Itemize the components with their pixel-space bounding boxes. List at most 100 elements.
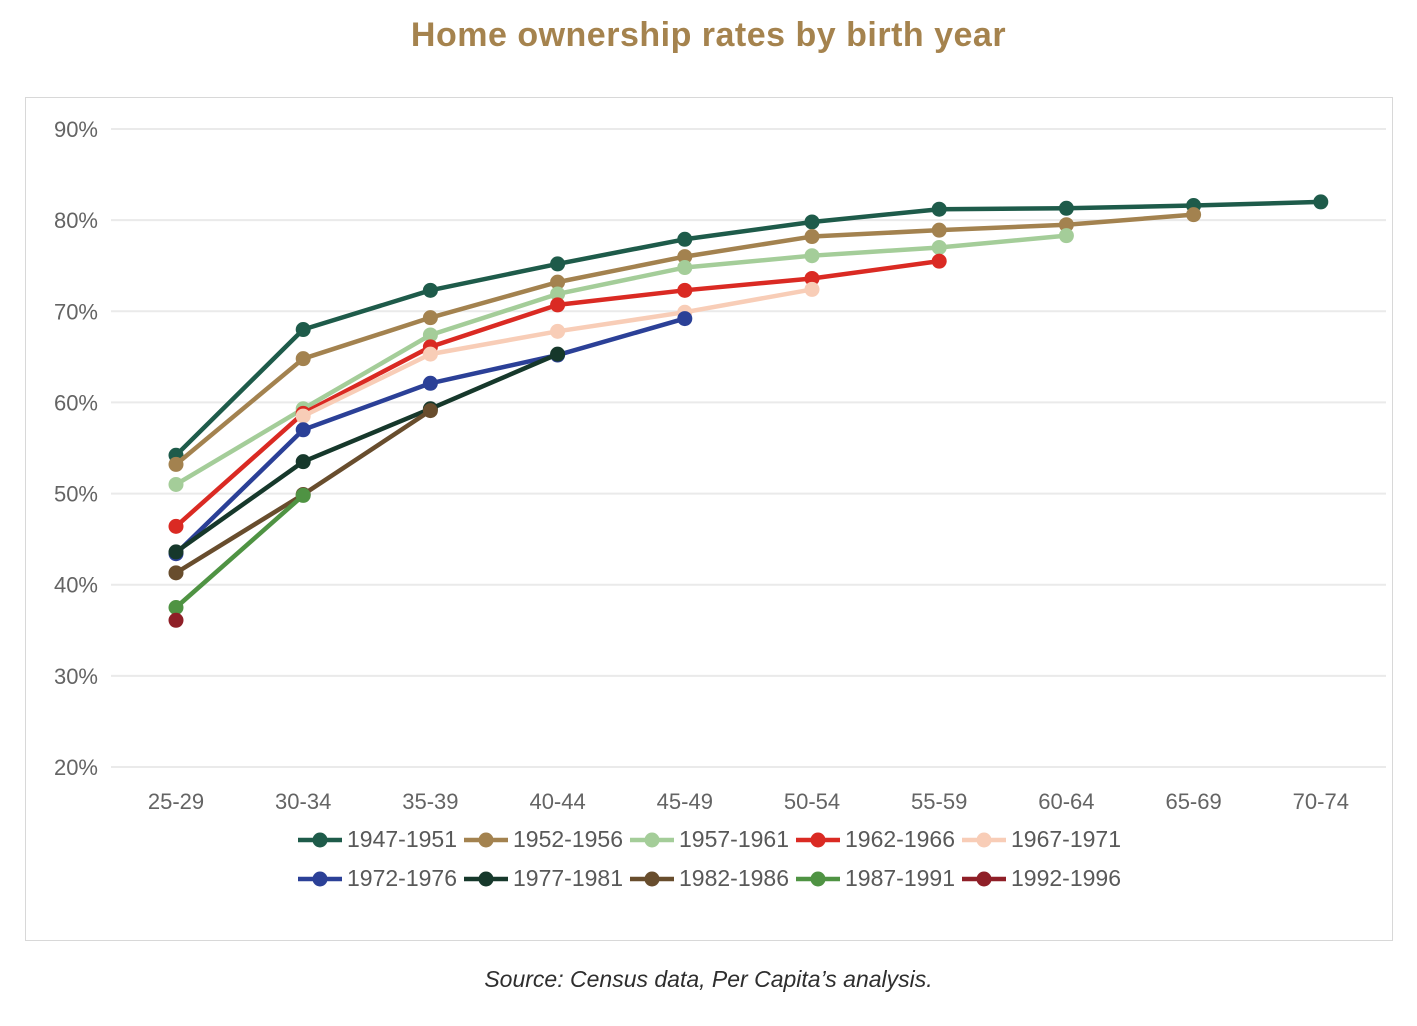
legend-label: 1962-1966: [845, 826, 955, 852]
legend-label: 1972-1976: [347, 865, 457, 891]
data-point-1957-1961: [1058, 228, 1074, 244]
data-point-1962-1966: [677, 282, 693, 298]
legend-item-1987-1991: 1987-1991: [795, 865, 955, 892]
legend-line-marker-icon: [962, 832, 1006, 847]
data-point-1972-1976: [295, 422, 311, 438]
legend-label: 1967-1971: [1011, 826, 1121, 852]
data-point-1977-1981: [295, 454, 311, 470]
legend-item-1947-1951: 1947-1951: [297, 826, 457, 853]
legend-item-1962-1966: 1962-1966: [795, 826, 955, 853]
legend-line-marker-icon: [796, 832, 840, 847]
y-axis-tick-label: 50%: [54, 482, 98, 507]
data-point-1962-1966: [550, 297, 566, 313]
x-axis-tick-label: 30-34: [275, 789, 331, 814]
series-line-1957-1961: [173, 233, 1069, 487]
data-point-1952-1956: [422, 310, 438, 326]
data-point-1962-1966: [168, 518, 184, 534]
x-axis-tick-label: 35-39: [402, 789, 458, 814]
y-axis-tick-label: 80%: [54, 208, 98, 233]
legend-label: 1982-1986: [679, 865, 789, 891]
legend-item-1992-1996: 1992-1996: [961, 865, 1121, 892]
data-point-1947-1951: [931, 201, 947, 217]
data-point-1952-1956: [677, 249, 693, 265]
legend-line-marker-icon: [796, 871, 840, 886]
x-axis-tick-label: 70-74: [1293, 789, 1349, 814]
x-axis-tick-label: 65-69: [1165, 789, 1221, 814]
legend-item-1977-1981: 1977-1981: [463, 865, 623, 892]
legend-row-1: 1947-1951 1952-1956 1957-1961 1962-1966 1967…: [294, 826, 1124, 853]
data-point-1987-1991: [295, 487, 311, 503]
data-point-1947-1951: [1313, 194, 1329, 210]
x-axis-tick-label: 60-64: [1038, 789, 1094, 814]
data-point-1967-1971: [550, 323, 566, 339]
legend-label: 1987-1991: [845, 865, 955, 891]
data-point-1957-1961: [804, 248, 820, 264]
data-point-1962-1966: [804, 270, 820, 286]
legend-label: 1952-1956: [513, 826, 623, 852]
series-line-1987-1991: [173, 493, 306, 610]
legend-line-marker-icon: [464, 832, 508, 847]
data-point-1947-1951: [550, 256, 566, 272]
series-line-1947-1951: [173, 199, 1324, 458]
data-point-1947-1951: [1058, 200, 1074, 216]
legend-item-1952-1956: 1952-1956: [463, 826, 623, 853]
data-point-1957-1961: [422, 327, 438, 343]
x-axis-tick-label: 40-44: [529, 789, 585, 814]
data-point-1957-1961: [168, 476, 184, 492]
source-note: Source: Census data, Per Capita’s analys…: [484, 966, 933, 992]
legend-label: 1992-1996: [1011, 865, 1121, 891]
data-point-1952-1956: [168, 456, 184, 472]
data-point-1977-1981: [168, 544, 184, 560]
legend-line-marker-icon: [464, 871, 508, 886]
y-axis-tick-label: 70%: [54, 299, 98, 324]
data-point-1967-1971: [422, 346, 438, 362]
legend-row-2: 1972-1976 1977-1981 1982-1986 1987-1991 1992…: [294, 865, 1124, 892]
chart-legend: 1947-1951 1952-1956 1957-1961 1962-1966 1967…: [26, 826, 1392, 892]
data-point-1957-1961: [677, 260, 693, 276]
data-point-1947-1951: [804, 214, 820, 230]
data-point-1952-1956: [550, 274, 566, 290]
data-point-1947-1951: [422, 282, 438, 298]
data-point-1962-1966: [931, 253, 947, 269]
series-line-1977-1981: [173, 351, 560, 555]
data-point-1987-1991: [168, 600, 184, 615]
data-point-1947-1951: [677, 231, 693, 247]
data-point-1967-1971: [804, 281, 820, 297]
y-axis-tick-label: 90%: [54, 117, 98, 142]
data-point-1972-1976: [677, 311, 693, 327]
data-point-1952-1956: [1058, 217, 1074, 233]
legend-label: 1957-1961: [679, 826, 789, 852]
legend-line-marker-icon: [962, 871, 1006, 886]
y-axis-tick-label: 20%: [54, 755, 98, 780]
data-point-1952-1956: [1186, 207, 1202, 223]
legend-item-1957-1961: 1957-1961: [629, 826, 789, 853]
legend-line-marker-icon: [298, 832, 342, 847]
data-point-1967-1971: [295, 408, 311, 424]
chart-title: Home ownership rates by birth year: [410, 16, 1007, 54]
x-axis-tick-label: 45-49: [657, 789, 713, 814]
data-point-1952-1956: [295, 351, 311, 367]
x-axis-tick-label: 50-54: [784, 789, 840, 814]
data-point-1982-1986: [168, 565, 184, 581]
legend-line-marker-icon: [630, 832, 674, 847]
data-point-1982-1986: [422, 403, 438, 419]
legend-item-1972-1976: 1972-1976: [297, 865, 457, 892]
x-axis-tick-label: 25-29: [148, 789, 204, 814]
data-point-1957-1961: [550, 286, 566, 302]
data-point-1957-1961: [931, 239, 947, 255]
legend-item-1967-1971: 1967-1971: [961, 826, 1121, 853]
data-point-1947-1951: [295, 322, 311, 338]
legend-item-1982-1986: 1982-1986: [629, 865, 789, 892]
y-axis-tick-label: 60%: [54, 390, 98, 415]
x-axis-tick-label: 55-59: [911, 789, 967, 814]
data-point-1952-1956: [931, 222, 947, 238]
data-point-1992-1996: [168, 612, 184, 628]
legend-label: 1977-1981: [513, 865, 623, 891]
y-axis-tick-label: 40%: [54, 573, 98, 598]
y-axis-tick-label: 30%: [54, 664, 98, 689]
legend-line-marker-icon: [298, 871, 342, 886]
data-point-1972-1976: [422, 375, 438, 391]
line-chart: 90% 80% 70% 60% 50% 40% 30% 20% 25-29 30-34 35-39 4…: [54, 117, 1386, 814]
data-point-1977-1981: [550, 346, 566, 362]
